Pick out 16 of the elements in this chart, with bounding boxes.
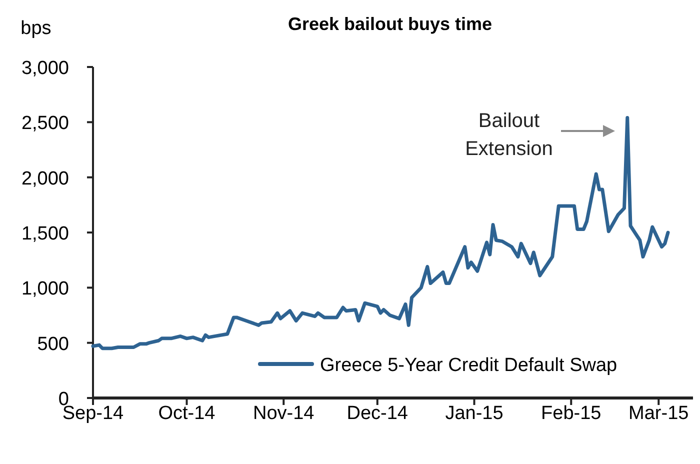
x-tick-label: Nov-14 <box>253 403 315 424</box>
x-tick-label: Mar-15 <box>628 403 689 424</box>
x-tick-label: Jan-15 <box>445 403 504 424</box>
x-tick-label: Oct-14 <box>158 403 216 424</box>
y-tick-label: 2,500 <box>21 113 69 134</box>
y-tick-label: 2,000 <box>21 168 69 190</box>
y-tick-label: 1,000 <box>21 278 69 300</box>
y-tick-label: 1,500 <box>21 224 69 244</box>
x-tick-label: Feb-15 <box>541 403 602 424</box>
x-tick-label: Dec-14 <box>346 403 408 424</box>
y-tick-label: 3,000 <box>21 58 69 79</box>
y-tick-label: 500 <box>37 334 69 355</box>
legend-label: Greece 5-Year Credit Default Swap <box>320 355 618 376</box>
chart-title: Greek bailout buys time <box>288 14 492 34</box>
annotation: Bailout Extension <box>465 110 553 160</box>
y-axis-title: bps <box>20 18 52 39</box>
